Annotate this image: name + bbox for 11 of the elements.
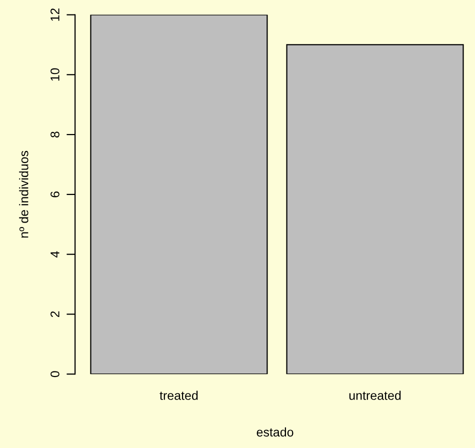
y-tick-label: 8 — [50, 132, 60, 138]
y-tick-label: 4 — [50, 251, 60, 258]
y-tick-label: 2 — [50, 311, 60, 318]
y-tick-label: 6 — [50, 192, 60, 198]
x-tick-label: treated — [160, 390, 198, 400]
x-axis-title: estado — [256, 427, 294, 437]
y-axis-title: nº de individuos — [19, 150, 28, 238]
y-tick-label: 12 — [50, 8, 60, 21]
y-tick-label: 0 — [50, 371, 60, 378]
x-tick-label: untreated — [349, 390, 401, 400]
y-tick-label: 10 — [50, 68, 60, 81]
